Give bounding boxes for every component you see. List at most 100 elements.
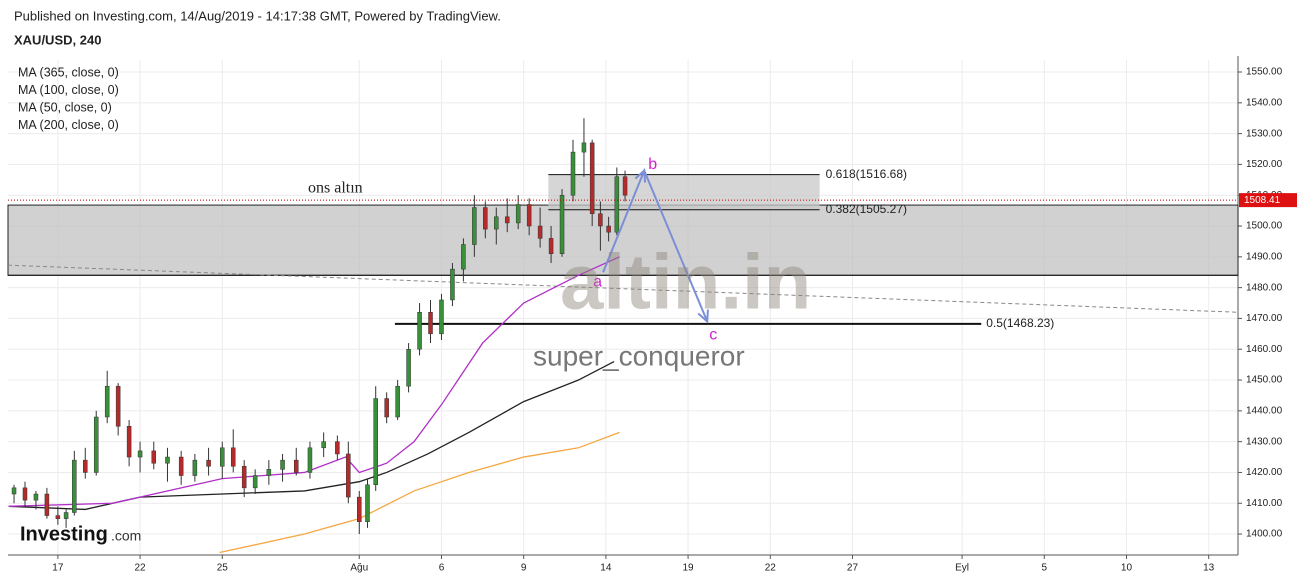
candle-body	[346, 453, 351, 498]
candle-body	[115, 385, 121, 427]
candle-body	[206, 459, 211, 467]
candle-body	[606, 225, 611, 233]
candle-body	[63, 512, 69, 519]
candle-body	[559, 194, 565, 254]
watermark-user: super_conqueror	[533, 340, 745, 371]
candle-body	[44, 493, 50, 516]
wave-label: c	[709, 327, 717, 344]
candle-body	[417, 312, 422, 350]
chart-title: XAU/USD, 240	[14, 32, 101, 47]
candle-body	[55, 515, 61, 519]
candle-body	[137, 450, 143, 458]
candle-body	[93, 416, 99, 473]
x-tick-label: 14	[600, 563, 612, 574]
candle-body	[266, 469, 272, 476]
zone	[7, 204, 1239, 276]
y-tick-label: 1440.00	[1246, 405, 1283, 416]
candle-body	[384, 398, 389, 418]
candle-body	[365, 484, 370, 522]
fib-label: 0.382(1505.27)	[826, 202, 907, 216]
candle-body	[252, 475, 258, 489]
plot: 0.618(1516.68) 0.382(1505.27) 0.5(1468.23)…	[7, 65, 1297, 554]
header: Published on Investing.com, 14/Aug/2019 …	[14, 8, 501, 23]
candle-body	[192, 459, 198, 476]
ma-line	[219, 431, 620, 554]
candle-body	[461, 244, 466, 270]
x-tick-label: 5	[1041, 563, 1047, 574]
trendline	[7, 264, 1239, 313]
x-tick-label: 17	[52, 563, 64, 574]
candle-body	[515, 204, 521, 224]
candle-body	[294, 459, 299, 473]
y-tick-label: 1520.00	[1246, 159, 1283, 170]
x-tick-label: 22	[765, 563, 777, 574]
y-tick-label: 1470.00	[1246, 313, 1283, 324]
candle-body	[33, 493, 39, 501]
candle-body	[450, 268, 455, 301]
x-tick-label: 25	[217, 563, 229, 574]
candle-body	[622, 176, 628, 196]
y-tick-label: 1460.00	[1246, 344, 1283, 355]
candle-body	[357, 496, 362, 522]
y-tick-label: 1490.00	[1246, 251, 1283, 262]
wave-arrowhead	[697, 309, 709, 324]
y-tick-label: 1420.00	[1246, 467, 1283, 478]
candle-body	[598, 213, 603, 227]
x-tick-label: 19	[683, 563, 695, 574]
legend-entry: MA (50, close, 0)	[18, 100, 112, 114]
last-price-box	[1239, 193, 1297, 208]
brand: Investing	[20, 523, 108, 545]
wave-label: a	[593, 273, 602, 290]
candle-body	[335, 441, 340, 455]
candle-body	[373, 398, 378, 486]
candle-body	[589, 142, 595, 214]
x-tick-label: Eyl	[955, 563, 969, 574]
wave-arrowhead	[634, 168, 647, 183]
y-tick-label: 1480.00	[1246, 282, 1283, 293]
candle-body	[321, 441, 326, 449]
y-tick-label: 1400.00	[1246, 529, 1283, 540]
y-tick-label: 1450.00	[1246, 375, 1283, 386]
candle-body	[151, 450, 157, 464]
candle-body	[178, 456, 184, 476]
candle-body	[395, 385, 400, 418]
candle-body	[472, 207, 477, 245]
y-tick-label: 1410.00	[1246, 498, 1283, 509]
x-tick-label: 10	[1121, 563, 1133, 574]
candle-body	[614, 176, 620, 233]
x-tick-label: Ağu	[350, 563, 368, 574]
legend-entry: MA (365, close, 0)	[18, 65, 119, 79]
candle-body	[406, 348, 411, 387]
fib-label: 0.5(1468.23)	[986, 316, 1054, 330]
candle-body	[526, 204, 532, 227]
y-tick-label: 1550.00	[1246, 67, 1283, 78]
candle-body	[72, 459, 77, 513]
candle-body	[428, 312, 433, 335]
candle-body	[280, 459, 285, 470]
brand-suffix: .com	[111, 528, 141, 544]
x-tick-label: 13	[1203, 563, 1215, 574]
candle-body	[504, 216, 510, 224]
wave-label: b	[648, 156, 657, 173]
candle-body	[439, 299, 444, 335]
legend-entry: MA (200, close, 0)	[18, 118, 119, 132]
watermark: altin.in	[560, 238, 811, 326]
candle-body	[11, 487, 17, 495]
candle-body	[126, 425, 132, 458]
x-tick-label: 27	[847, 563, 859, 574]
last-price-label: 1508.41	[1244, 195, 1281, 206]
annotation: ons altın	[308, 180, 363, 197]
candle-body	[230, 447, 236, 467]
candle-body	[22, 487, 28, 501]
candle-body	[494, 216, 499, 230]
y-tick-label: 1540.00	[1246, 97, 1283, 108]
candle-body	[307, 447, 313, 473]
x-tick-label: 6	[439, 563, 445, 574]
fib-label: 0.618(1516.68)	[826, 167, 907, 181]
candle-body	[570, 151, 576, 196]
candle-body	[104, 385, 110, 418]
candle-body	[83, 459, 88, 473]
candle-body	[548, 238, 554, 254]
candle-body	[483, 207, 488, 230]
